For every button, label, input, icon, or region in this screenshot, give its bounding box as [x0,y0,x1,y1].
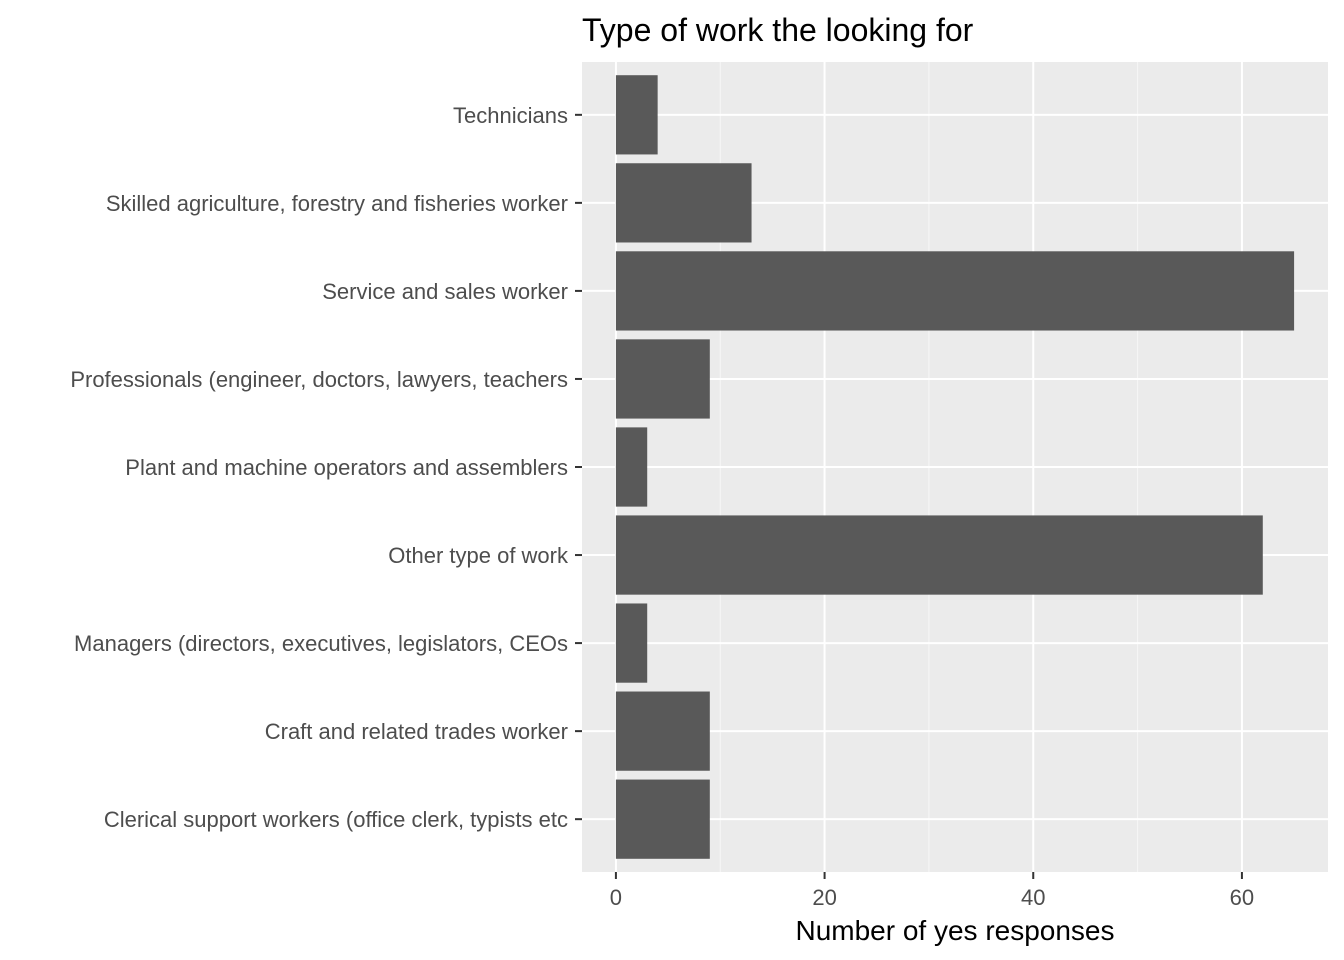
bar [615,427,648,507]
x-axis: 0 20 40 60 [610,872,1254,910]
y-tick-label: Skilled agriculture, forestry and fisher… [106,191,568,216]
y-tick-label: Service and sales worker [322,279,568,304]
x-tick-label: 40 [1021,885,1045,910]
bar [615,163,752,243]
y-tick-label: Clerical support workers (office clerk, … [104,807,568,832]
bar [615,75,658,155]
y-tick-label: Professionals (engineer, doctors, lawyer… [70,367,568,392]
bar [615,339,710,419]
bar [615,251,1295,331]
bar [615,691,710,771]
y-axis: Technicians Skilled agriculture, forestry… [70,103,582,832]
y-tick-label: Craft and related trades worker [265,719,568,744]
x-tick-label: 60 [1230,885,1254,910]
x-axis-label: Number of yes responses [795,915,1114,946]
x-tick-label: 20 [812,885,836,910]
chart-title: Type of work the looking for [582,12,974,48]
y-tick-label: Technicians [453,103,568,128]
bars [615,75,1295,859]
bar [615,779,710,859]
bar [615,603,648,683]
x-tick-label: 0 [610,885,622,910]
y-tick-label: Plant and machine operators and assemble… [125,455,568,480]
bar [615,515,1263,595]
y-tick-label: Other type of work [388,543,569,568]
y-tick-label: Managers (directors, executives, legisla… [74,631,568,656]
